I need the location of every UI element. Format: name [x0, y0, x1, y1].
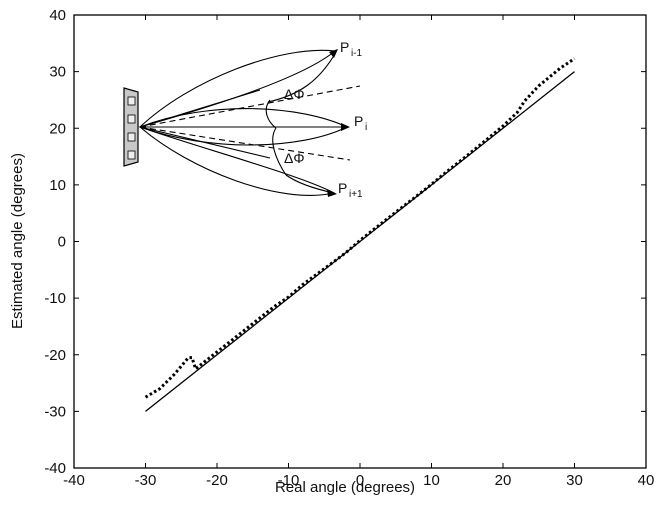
y-tick-label: -30 — [44, 403, 66, 420]
label-delta-phi-lower: ΔΦ — [284, 150, 305, 166]
beam-axis-lower — [139, 126, 271, 159]
x-tick-label: 0 — [356, 472, 364, 489]
x-tick-label: -40 — [63, 472, 85, 489]
label-p-cur-sub: i — [365, 122, 367, 133]
arrowhead-lower — [327, 189, 337, 197]
series-estimated-dotted — [144, 57, 576, 399]
antenna-element — [127, 114, 136, 124]
y-axis-title: Estimated angle (degrees) — [9, 153, 26, 329]
x-tick-label: 20 — [495, 472, 512, 489]
x-tick-label: -10 — [278, 472, 300, 489]
label-delta-phi-upper: ΔΦ — [284, 86, 305, 102]
y-tick-label: 10 — [49, 177, 66, 194]
bisector-lower — [139, 126, 351, 161]
angle-arc-lower — [272, 127, 287, 176]
antenna-element — [127, 150, 136, 160]
angle-arc-upper — [267, 51, 337, 103]
axis-ticks — [73, 14, 647, 469]
series-layer — [144, 57, 576, 412]
label-p-cur: P — [354, 113, 363, 129]
x-tick-label: 30 — [566, 472, 583, 489]
arrowhead-upper — [329, 49, 338, 58]
angle-arc-upper-2 — [265, 99, 277, 129]
label-p-next: P — [338, 180, 347, 196]
y-tick-label: -10 — [44, 290, 66, 307]
label-p-prev-sub: i-1 — [351, 48, 363, 59]
y-tick-label: 40 — [49, 7, 66, 24]
x-tick-labels: -40 -30 -20 -10 0 10 20 30 40 — [63, 472, 654, 489]
x-tick-label: -20 — [206, 472, 228, 489]
x-tick-label: 40 — [638, 472, 655, 489]
y-tick-label: 30 — [49, 64, 66, 81]
y-tick-label: 0 — [58, 234, 66, 251]
x-tick-label: 10 — [423, 472, 440, 489]
x-axis-title: Real angle (degrees) — [275, 479, 415, 496]
antenna-array — [123, 87, 139, 167]
antenna-element — [127, 132, 136, 142]
beam-axis-upper — [139, 89, 261, 128]
label-p-prev: P — [340, 39, 349, 55]
beam-diagram-inset: P i-1 P i P i+1 ΔΦ ΔΦ — [123, 39, 367, 200]
antenna-element — [127, 96, 136, 106]
y-tick-label: -20 — [44, 347, 66, 364]
x-tick-label: -30 — [135, 472, 157, 489]
arrowhead-middle — [341, 123, 350, 131]
angle-arc-lower-2 — [285, 174, 335, 194]
y-tick-label: 20 — [49, 120, 66, 137]
y-tick-label: -40 — [44, 460, 66, 477]
bisector-upper — [139, 85, 361, 128]
y-tick-labels: -40 -30 -20 -10 0 10 20 30 40 — [44, 7, 66, 477]
label-p-next-sub: i+1 — [349, 189, 363, 200]
beam-lobe-upper — [139, 49, 337, 128]
